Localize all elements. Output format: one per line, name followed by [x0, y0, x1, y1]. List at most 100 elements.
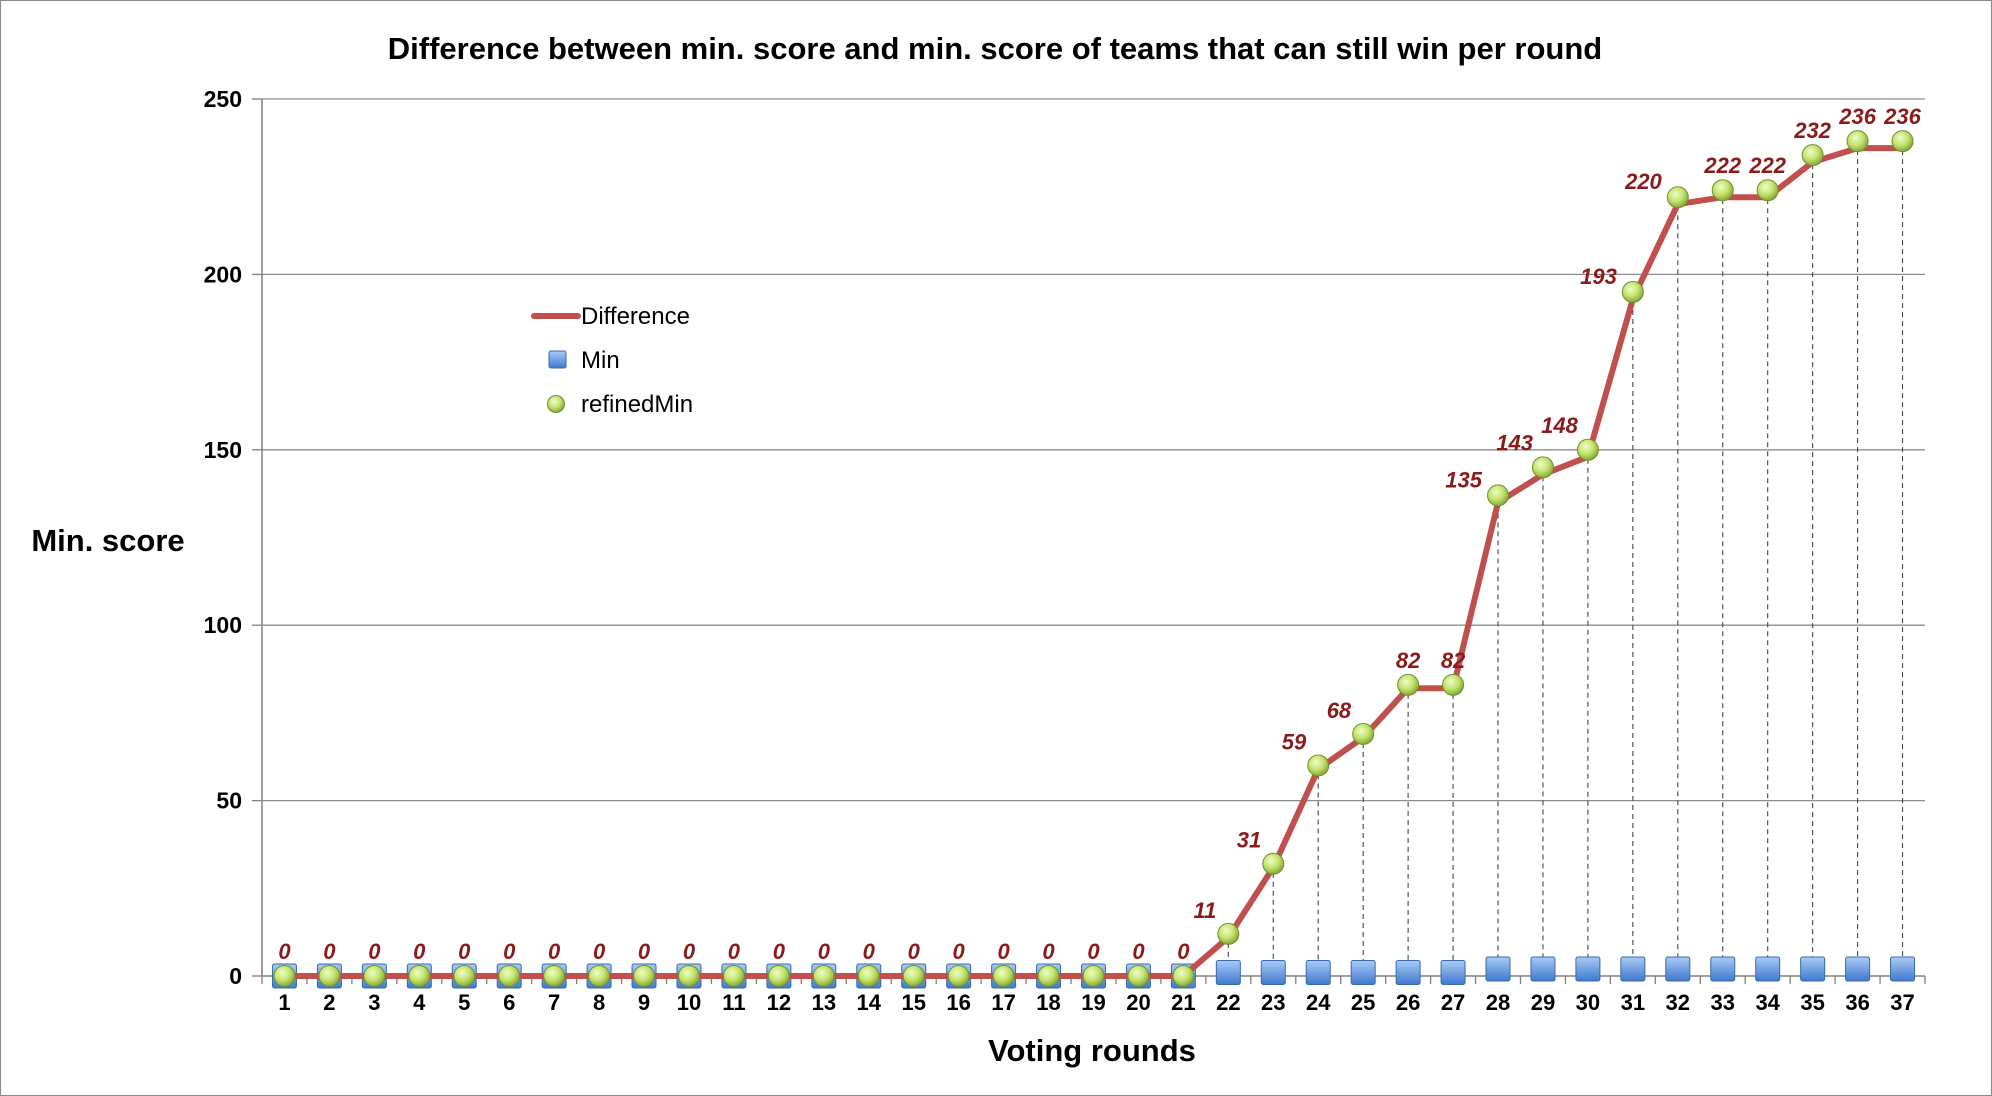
refinedmin-marker — [992, 965, 1015, 987]
refinedmin-marker — [902, 965, 925, 987]
y-tick-label: 50 — [216, 788, 242, 814]
x-tick-label: 6 — [503, 990, 515, 1015]
data-label: 222 — [1703, 153, 1741, 178]
data-label: 0 — [728, 939, 741, 964]
refinedmin-marker — [453, 965, 476, 987]
x-tick-label: 24 — [1306, 990, 1331, 1015]
x-tick-label: 34 — [1755, 990, 1780, 1015]
x-tick-label: 33 — [1711, 990, 1735, 1015]
min-marker — [1575, 956, 1601, 982]
refinedmin-marker — [947, 965, 970, 987]
min-marker — [1845, 956, 1871, 982]
x-tick-label: 17 — [991, 990, 1015, 1015]
x-tick-label: 29 — [1531, 990, 1555, 1015]
refinedmin-marker — [543, 965, 566, 987]
data-label: 82 — [1396, 648, 1421, 673]
refinedmin-marker — [1127, 965, 1150, 987]
min-marker — [1665, 956, 1691, 982]
data-label: 135 — [1445, 467, 1482, 492]
data-label: 0 — [638, 939, 651, 964]
x-tick-label: 5 — [458, 990, 470, 1015]
chart-title: Difference between min. score and min. s… — [388, 31, 1602, 66]
data-label: 0 — [1177, 939, 1190, 964]
x-tick-label: 9 — [638, 990, 650, 1015]
data-label: 0 — [1132, 939, 1145, 964]
x-tick-label: 31 — [1621, 990, 1645, 1015]
y-tick-label: 150 — [204, 437, 242, 463]
data-label: 59 — [1282, 730, 1307, 755]
refinedmin-marker — [273, 965, 296, 987]
min-marker — [1620, 956, 1646, 982]
min-marker — [1440, 959, 1466, 985]
data-label: 0 — [1042, 939, 1055, 964]
refinedmin-marker — [1711, 179, 1734, 202]
x-tick-labels: 1 2 3 4 5 6 7 8 9 10 11 12 13 14 15 16 17 18 19 20 21 22 23 24 2… — [278, 990, 1914, 1015]
x-tick-label: 8 — [593, 990, 605, 1015]
x-tick-label: 11 — [722, 990, 745, 1015]
x-tick-label: 32 — [1666, 990, 1690, 1015]
y-tick-label: 100 — [204, 612, 242, 638]
refinedmin-marker — [318, 965, 341, 987]
legend-label-min: Min — [581, 347, 620, 374]
x-tick-label: 3 — [368, 990, 380, 1015]
refinedmin-marker — [1262, 852, 1285, 875]
refinedmin-marker — [1487, 484, 1510, 507]
min-marker — [1215, 959, 1241, 985]
refinedmin-marker — [408, 965, 431, 987]
y-tick-label: 0 — [229, 963, 242, 989]
refinedmin-marker — [1172, 965, 1195, 987]
data-label: 0 — [368, 939, 381, 964]
data-label: 148 — [1541, 413, 1578, 438]
refinedmin-marker — [1037, 965, 1060, 987]
x-axis-label: Voting rounds — [988, 1033, 1196, 1068]
refinedmin-marker — [1531, 456, 1554, 479]
data-label: 0 — [683, 939, 696, 964]
min-marker — [1350, 959, 1376, 985]
data-label: 220 — [1624, 169, 1662, 194]
refinedmin-marker — [1756, 179, 1779, 202]
data-label: 0 — [953, 939, 966, 964]
x-tick-label: 22 — [1216, 990, 1240, 1015]
refinedmin-marker — [1846, 130, 1869, 153]
refinedmin-marker — [812, 965, 835, 987]
x-tick-label: 1 — [278, 990, 290, 1015]
refinedmin-series — [273, 130, 1914, 987]
refinedmin-marker — [722, 965, 745, 987]
x-tick-label: 30 — [1576, 990, 1600, 1015]
refinedmin-marker — [498, 965, 521, 987]
x-tick-label: 13 — [812, 990, 836, 1015]
refinedmin-marker — [1801, 144, 1824, 167]
x-tick-label: 27 — [1441, 990, 1465, 1015]
data-label: 236 — [1838, 104, 1876, 129]
min-marker — [1710, 956, 1736, 982]
y-tick-label: 200 — [204, 261, 242, 287]
refinedmin-marker — [1442, 673, 1465, 696]
min-marker — [1530, 956, 1556, 982]
data-label: 11 — [1193, 898, 1216, 923]
x-tick-label: 20 — [1126, 990, 1150, 1015]
data-label: 236 — [1883, 104, 1921, 129]
data-label: 0 — [503, 939, 516, 964]
refinedmin-marker — [677, 965, 700, 987]
refinedmin-marker — [1307, 754, 1330, 777]
data-label: 193 — [1580, 264, 1617, 289]
difference-series — [281, 145, 1906, 979]
data-label: 222 — [1748, 153, 1786, 178]
x-tick-label: 26 — [1396, 990, 1420, 1015]
data-label: 0 — [863, 939, 876, 964]
data-label: 0 — [458, 939, 471, 964]
refinedmin-marker — [363, 965, 386, 987]
x-tick-label: 21 — [1171, 990, 1195, 1015]
data-label: 0 — [818, 939, 831, 964]
refinedmin-marker — [633, 965, 656, 987]
legend-square-swatch — [548, 350, 567, 369]
data-label: 31 — [1237, 828, 1261, 853]
x-tick-label: 36 — [1845, 990, 1869, 1015]
data-label: 0 — [1087, 939, 1100, 964]
y-tick-label: 250 — [204, 86, 242, 112]
refinedmin-marker — [857, 965, 880, 987]
data-label: 0 — [548, 939, 561, 964]
x-tick-label: 35 — [1800, 990, 1824, 1015]
